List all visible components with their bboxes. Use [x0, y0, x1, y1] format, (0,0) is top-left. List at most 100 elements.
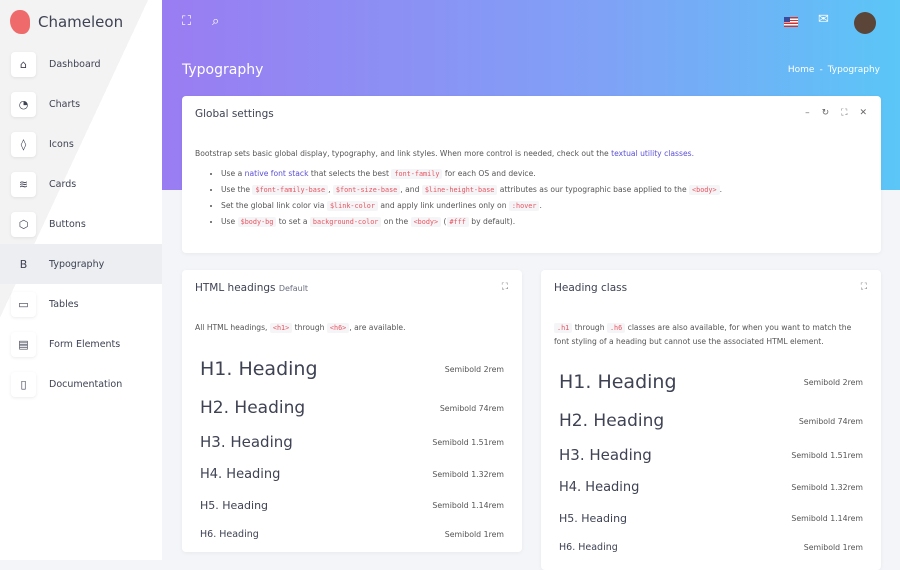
t: attributes as our typographic base appli… — [497, 185, 690, 194]
intro-text: Bootstrap sets basic global display, typ… — [195, 147, 868, 160]
textual-utility-link[interactable]: textual utility classes. — [611, 149, 694, 158]
layers-icon: ≋ — [11, 171, 36, 197]
sidebar-item-form-elements[interactable]: ▤ Form Elements — [0, 324, 162, 364]
code: <h1> — [269, 323, 293, 333]
sidebar-item-label: Tables — [49, 298, 79, 310]
sidebar-item-label: Dashboard — [49, 58, 101, 70]
heading-sample: H3. Heading — [200, 433, 293, 451]
code: :hover — [508, 201, 540, 211]
heading-row: H6. Heading Semibold 1rem — [200, 529, 504, 540]
t: through — [572, 323, 607, 332]
native-font-stack-link[interactable]: native font stack — [244, 169, 309, 178]
sidebar-item-label: Cards — [49, 178, 77, 190]
heading-row: H6. Heading Semibold 1rem — [559, 542, 863, 553]
code: <body> — [410, 217, 442, 227]
sidebar-item-dashboard[interactable]: ⌂ Dashboard — [0, 44, 162, 84]
heading-meta: Semibold 1.14rem — [791, 514, 863, 523]
sidebar-item-tables[interactable]: ▭ Tables — [0, 284, 162, 324]
heading-meta: Semibold 2rem — [803, 377, 863, 387]
sidebar-item-label: Form Elements — [49, 338, 121, 350]
refresh-icon[interactable]: ↻ — [821, 108, 830, 118]
heading-class-card: Heading class ⛶ .h1 through .h6 classes … — [541, 270, 881, 570]
expand-icon[interactable]: ⛶ — [841, 108, 848, 118]
code: .h6 — [606, 323, 626, 333]
t: on the — [381, 217, 411, 226]
code: #fff — [446, 217, 469, 227]
sidebar-item-label: Icons — [49, 138, 74, 150]
home-icon: ⌂ — [11, 51, 36, 77]
global-settings-card: Global settings – ↻ ⛶ ✕ Bootstrap sets b… — [182, 96, 881, 253]
heading-row: H2. Heading Semibold 74rem — [559, 411, 863, 431]
t: , are available. — [349, 323, 406, 332]
sidebar-item-label: Typography — [49, 258, 105, 270]
sidebar-item-charts[interactable]: ◔ Charts — [0, 84, 162, 124]
mail-icon[interactable]: ✉ — [818, 12, 829, 27]
list-item: Use $body-bg to set a background-color o… — [221, 214, 868, 230]
intro-text: .h1 through .h6 classes are also availab… — [554, 321, 868, 348]
settings-list: Use a native font stack that selects the… — [195, 166, 868, 230]
t: to set a — [276, 217, 310, 226]
sidebar-item-documentation[interactable]: ▯ Documentation — [0, 364, 162, 404]
heading-sample: H2. Heading — [200, 398, 306, 418]
sidebar-item-buttons[interactable]: ⬡ Buttons — [0, 204, 162, 244]
us-flag-icon[interactable] — [784, 17, 798, 27]
heading-meta: Semibold 1.51rem — [432, 437, 504, 447]
intro-text: All HTML headings, <h1> through <h6>, ar… — [195, 321, 406, 335]
heading-meta: Semibold 1.14rem — [432, 501, 504, 510]
heading-row: H3. Heading Semibold 1.51rem — [200, 433, 504, 451]
sidebar-item-label: Charts — [49, 98, 81, 110]
pie-chart-icon: ◔ — [11, 91, 36, 117]
list-item: Use the $font-family-base, $font-size-ba… — [221, 182, 868, 198]
list-item: Set the global link color via $link-colo… — [221, 198, 868, 214]
card-tools: – ↻ ⛶ ✕ — [805, 108, 867, 118]
heading-row: H2. Heading Semibold 74rem — [200, 398, 504, 418]
minimize-icon[interactable]: – — [805, 108, 810, 118]
breadcrumb-home[interactable]: Home — [787, 65, 815, 75]
expand-icon[interactable]: ⛶ — [501, 282, 508, 292]
avatar[interactable] — [854, 12, 876, 34]
search-icon[interactable]: ⌕ — [212, 14, 220, 29]
code: background-color — [309, 217, 382, 227]
t: by default). — [468, 217, 516, 226]
heading-meta: Semibold 1rem — [444, 530, 504, 539]
sidebar-item-cards[interactable]: ≋ Cards — [0, 164, 162, 204]
heading-sample: H1. Heading — [559, 371, 677, 393]
code: $body-bg — [237, 217, 277, 227]
card-title: Heading class — [554, 282, 628, 294]
t: , — [328, 185, 333, 194]
heading-meta: Semibold 74rem — [798, 416, 863, 426]
t: ( — [441, 217, 447, 226]
t: All HTML headings, — [195, 323, 270, 332]
chameleon-logo-icon — [10, 10, 30, 34]
heading-meta: Semibold 1.32rem — [791, 483, 863, 492]
code: $font-family-base — [252, 185, 329, 195]
fullscreen-icon[interactable]: ⛶ — [182, 14, 192, 29]
breadcrumb: Home - Typography — [788, 65, 880, 75]
heading-row: H4. Heading Semibold 1.32rem — [200, 467, 504, 482]
sidebar-item-label: Documentation — [49, 378, 123, 390]
intro: Bootstrap sets basic global display, typ… — [195, 149, 612, 158]
heading-meta: Semibold 74rem — [439, 403, 504, 413]
sidebar-item-icons[interactable]: ◊ Icons — [0, 124, 162, 164]
code: font-family — [391, 169, 443, 179]
t: Set the global link color via — [221, 201, 327, 210]
box-icon: ⬡ — [11, 211, 36, 237]
card-title: HTML headings Default — [195, 282, 308, 294]
logo[interactable]: Chameleon — [10, 10, 123, 34]
credit-card-icon: ▭ — [11, 291, 36, 317]
heading-meta: Semibold 1.32rem — [432, 470, 504, 479]
heading-row: H3. Heading Semibold 1.51rem — [559, 446, 863, 464]
t: Use the — [221, 185, 253, 194]
sidebar-nav: ⌂ Dashboard ◔ Charts ◊ Icons ≋ Cards ⬡ Buttons B Ty… — [0, 44, 162, 404]
heading-sample: H5. Heading — [200, 499, 269, 512]
close-icon[interactable]: ✕ — [859, 108, 867, 118]
html-headings-card: HTML headings Default ⛶ All HTML heading… — [182, 270, 522, 552]
sidebar-item-typography[interactable]: B Typography — [0, 244, 162, 284]
droplet-icon: ◊ — [11, 131, 36, 157]
expand-icon[interactable]: ⛶ — [860, 282, 867, 292]
t: and apply link underlines only on — [377, 201, 509, 210]
breadcrumb-separator: - — [819, 65, 823, 75]
t: Use a — [221, 169, 245, 178]
heading-row: H5. Heading Semibold 1.14rem — [559, 512, 863, 525]
t: Use — [221, 217, 238, 226]
